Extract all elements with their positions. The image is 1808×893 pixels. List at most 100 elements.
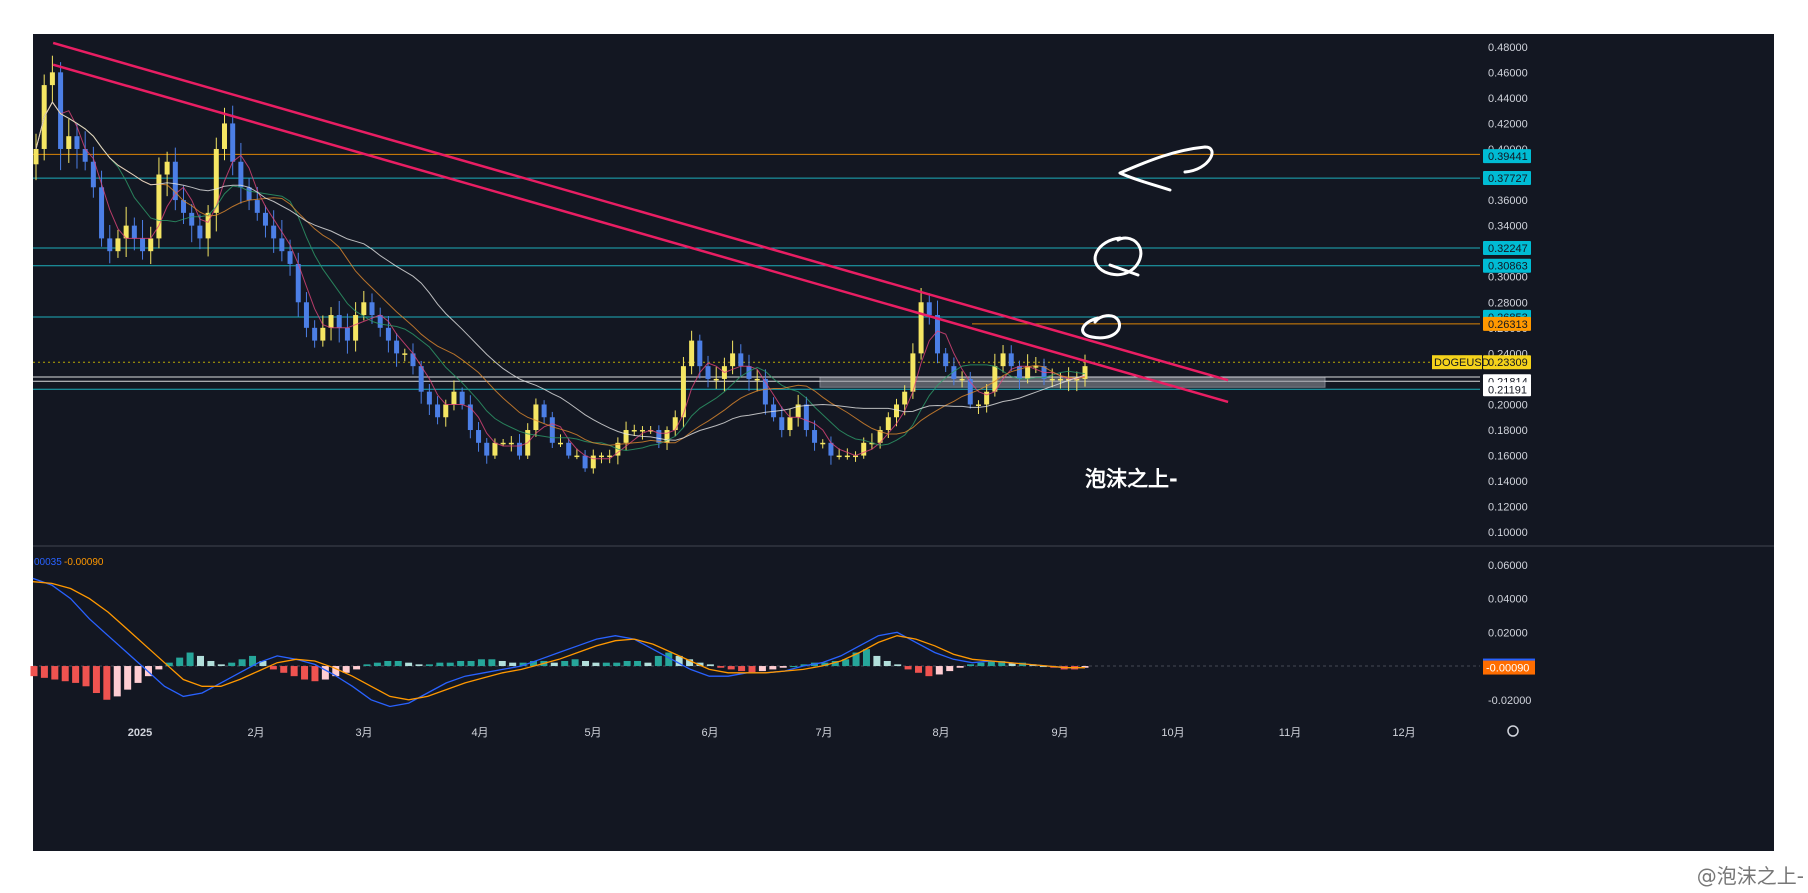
symbol-tag-label: DOGEUSD: [1434, 357, 1490, 369]
candle-body: [66, 136, 72, 149]
candle-body: [648, 430, 654, 432]
macd-value-tag-label: -0.00090: [1486, 663, 1529, 675]
candle-body: [197, 225, 203, 239]
candle-body: [205, 212, 211, 239]
macd-bar: [290, 666, 298, 677]
macd-bar: [238, 659, 246, 667]
candle-body: [443, 404, 449, 418]
candle-body: [82, 148, 88, 162]
candle-body: [762, 378, 768, 405]
macd-bar: [1039, 666, 1047, 668]
candle-body: [508, 442, 514, 445]
candle-body: [631, 430, 637, 432]
candle-body: [271, 225, 277, 239]
macd-bar: [134, 666, 142, 683]
macd-bar: [72, 666, 80, 683]
macd-bar: [644, 662, 652, 667]
candle-body: [418, 366, 424, 392]
y-tick-label: 0.18000: [1488, 425, 1528, 437]
candle-body: [926, 302, 932, 316]
symbol-tag: DOGEUSD: [1432, 355, 1490, 370]
macd-legend-macd: 00035: [34, 557, 62, 568]
price-tag: 0.37727: [1483, 171, 1531, 186]
macd-bar: [613, 662, 621, 667]
macd-bar: [821, 662, 829, 667]
macd-bar: [592, 662, 600, 667]
macd-bar: [706, 664, 714, 667]
candle-body: [910, 353, 916, 392]
macd-bar: [852, 652, 860, 667]
candle-body: [361, 302, 367, 316]
price-tag: 0.39441: [1483, 149, 1531, 164]
candle-body: [467, 404, 473, 431]
candle-body: [74, 136, 80, 149]
settings-gear-icon[interactable]: [1507, 725, 1519, 737]
macd-bar: [61, 666, 69, 682]
candle-body: [738, 353, 744, 367]
macd-bar: [488, 659, 496, 667]
macd-histogram: [30, 649, 1089, 700]
macd-y-tick-label: 0.02000: [1488, 627, 1528, 639]
macd-bar: [259, 660, 267, 667]
macd-bar: [40, 666, 48, 678]
macd-bar: [779, 666, 787, 668]
candle-body: [590, 455, 596, 469]
candle-body: [410, 353, 416, 367]
x-tick-label: 2025: [128, 727, 152, 739]
candle-body: [115, 238, 121, 252]
price-tag-bg: [1483, 258, 1531, 273]
candle-body: [680, 366, 686, 418]
price-tag-bg: [1483, 149, 1531, 164]
candle-body: [820, 442, 826, 445]
macd-value-tag: -0.00090: [1483, 658, 1535, 675]
macd-bar: [686, 659, 694, 667]
candle-body: [451, 391, 457, 405]
macd-bar: [332, 666, 340, 677]
macd-bar: [457, 660, 465, 667]
macd-bar: [217, 664, 225, 667]
price-tag-bg: [1483, 241, 1531, 256]
price-tag-label: 0.23309: [1488, 357, 1528, 369]
macd-bar: [571, 659, 579, 667]
x-tick-label: 8月: [932, 727, 949, 739]
y-tick-label: 0.12000: [1488, 502, 1528, 514]
ma-orange: [35, 101, 1086, 446]
y-tick-label: 0.36000: [1488, 195, 1528, 207]
price-tag: 0.23309: [1483, 355, 1531, 370]
candle-body: [598, 455, 604, 458]
candle-body: [877, 430, 883, 443]
candle-body: [221, 123, 227, 149]
candles: [33, 55, 1088, 474]
macd-bar: [30, 666, 38, 677]
candle-body: [1074, 378, 1080, 381]
candle-body: [435, 404, 441, 418]
macd-line: [32, 577, 1085, 708]
macd-bar: [790, 666, 798, 668]
candle-body: [49, 72, 55, 86]
macd-bar: [634, 660, 642, 667]
macd-y-tick-label: -0.02000: [1488, 695, 1531, 707]
candle-body: [787, 417, 793, 431]
macd-bar: [436, 662, 444, 667]
macd-y-tick-label: 0.04000: [1488, 594, 1528, 606]
candle-body: [812, 430, 818, 443]
price-tag-label: 0.26313: [1488, 319, 1528, 331]
x-tick-label: 12月: [1392, 727, 1415, 739]
price-tag-label: 0.21191: [1488, 384, 1527, 396]
drawn-o: [1081, 314, 1121, 340]
candle-body: [99, 187, 105, 239]
macd-bar: [946, 666, 954, 672]
candle-body: [885, 417, 891, 431]
candle-body: [943, 353, 949, 367]
macd-bar: [758, 666, 766, 672]
x-tick-label: 10月: [1161, 727, 1184, 739]
candle-body: [131, 225, 137, 239]
candle-body: [492, 442, 498, 456]
macd-bar: [842, 659, 850, 667]
watermark: @泡沫之上-: [1696, 864, 1804, 888]
macd-bar: [509, 662, 517, 667]
candle-body: [287, 251, 293, 264]
candle-body: [312, 327, 318, 341]
price-tag: 0.32247: [1483, 241, 1531, 256]
